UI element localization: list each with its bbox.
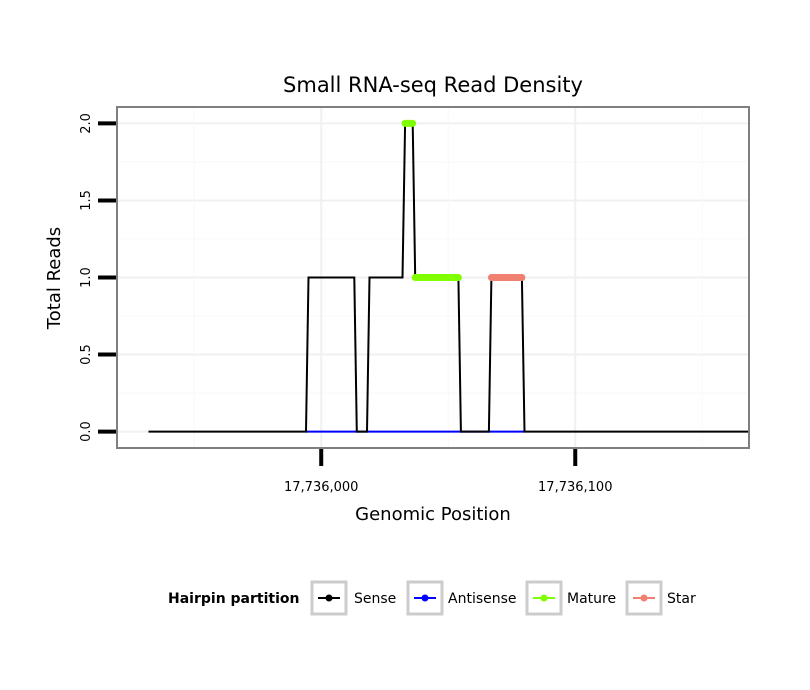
y-tick-label: 1.0: [79, 267, 94, 288]
legend: Hairpin partition Sense Antisense Mature St…: [168, 580, 696, 616]
x-tick-label: 17,736,000: [284, 480, 358, 495]
legend-key-mature-dot: [540, 594, 548, 602]
x-axis-title: Genomic Position: [355, 504, 511, 525]
legend-key-antisense: [406, 580, 444, 616]
legend-title: Hairpin partition: [168, 591, 299, 607]
legend-label-antisense: Antisense: [448, 591, 517, 607]
legend-label-mature: Mature: [567, 591, 616, 607]
y-axis-title: Total Reads: [44, 227, 65, 330]
y-tick-label: 0.5: [79, 344, 94, 365]
y-tick-label: 2.0: [79, 113, 94, 134]
y-tick-label: 0.0: [79, 421, 94, 442]
legend-key-star-dot: [640, 594, 648, 602]
axes: 0.0 0.5 1.0 1.5 2.0 17,736,000 17,736,100: [79, 113, 612, 495]
series-layer: [148, 119, 748, 433]
chart-title: Small RNA-seq Read Density: [283, 73, 583, 97]
legend-key-antisense-dot: [421, 594, 429, 602]
x-tick-label: 17,736,100: [538, 480, 612, 495]
legend-key-sense-dot: [325, 594, 333, 602]
y-tick-label: 1.5: [79, 190, 94, 211]
legend-label-sense: Sense: [354, 591, 396, 607]
legend-label-star: Star: [667, 591, 696, 607]
plot-panel-border: [116, 106, 750, 449]
